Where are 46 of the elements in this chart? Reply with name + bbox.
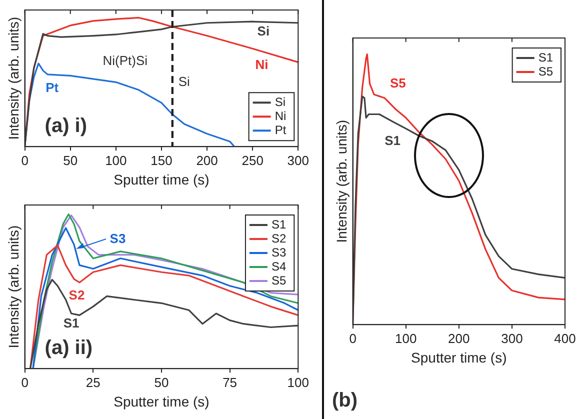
- annotation: (a) ii): [44, 337, 93, 360]
- legend-label: S4: [271, 259, 286, 274]
- x-tick-label: 300: [287, 152, 310, 168]
- x-tick-label: 100: [395, 330, 417, 346]
- x-axis-title: Sputter time (s): [114, 171, 210, 188]
- annotation: S5: [390, 75, 406, 90]
- annotation: S1: [384, 132, 401, 148]
- legend-label: Si: [274, 94, 286, 109]
- x-tick-label: 300: [501, 330, 523, 346]
- x-tick-label: 0: [21, 152, 28, 168]
- x-tick-label: 100: [287, 374, 310, 390]
- legend-label: S2: [271, 231, 286, 246]
- x-tick-label: 250: [242, 152, 264, 168]
- y-axis-title: Intensity (arb. units): [5, 16, 22, 140]
- y-axis-title: Intensity (arb. units): [5, 225, 22, 348]
- legend-label: S5: [538, 64, 554, 78]
- legend-label: S5: [271, 273, 286, 288]
- x-tick-label: 0: [21, 374, 28, 390]
- x-tick-label: 200: [448, 330, 470, 346]
- x-tick-label: 0: [349, 330, 356, 346]
- annotation: Ni: [255, 56, 268, 72]
- x-axis-title: Sputter time (s): [114, 393, 210, 410]
- x-tick-label: 400: [554, 330, 576, 346]
- annotation: S1: [63, 315, 80, 330]
- x-axis-title: Sputter time (s): [411, 349, 507, 366]
- x-tick-label: 25: [86, 374, 100, 390]
- legend-label: Pt: [274, 122, 287, 137]
- annotation: Si: [178, 74, 190, 89]
- x-tick-label: 200: [196, 152, 218, 168]
- annotation: Pt: [46, 80, 60, 96]
- x-tick-label: 150: [150, 152, 172, 168]
- legend-label: S1: [271, 217, 286, 232]
- annotation: Ni(Pt)Si: [102, 53, 148, 68]
- annotation: (a) i): [44, 115, 88, 138]
- x-tick-label: 100: [105, 152, 127, 168]
- x-tick-label: 50: [154, 374, 169, 390]
- annotation: S3: [110, 230, 126, 246]
- x-tick-label: 50: [63, 152, 78, 168]
- text: (b): [332, 390, 358, 412]
- legend-label: Ni: [274, 108, 286, 123]
- annotation: Si: [257, 23, 270, 38]
- x-tick-label: 75: [222, 374, 238, 390]
- legend-label: S3: [271, 245, 286, 260]
- legend-label: S1: [538, 50, 554, 64]
- y-axis-title: Intensity (arb. units): [333, 120, 350, 243]
- annotation: S2: [68, 288, 85, 303]
